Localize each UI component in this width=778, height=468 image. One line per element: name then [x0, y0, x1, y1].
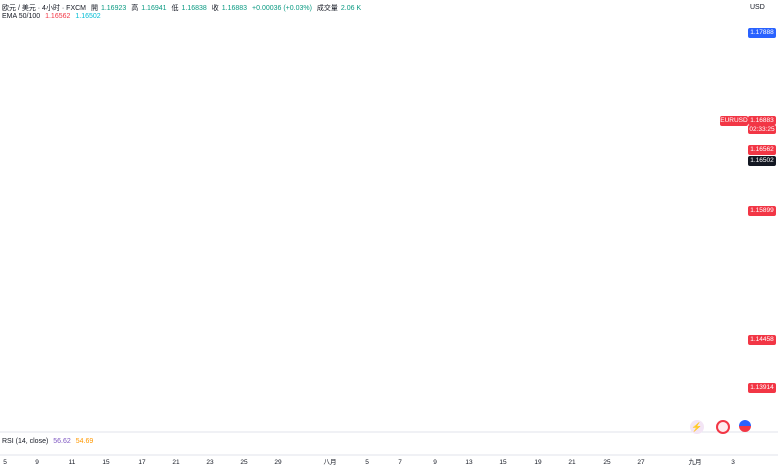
alert-circle-icon[interactable]	[716, 420, 730, 434]
rsi-value-1: 56.62	[53, 438, 71, 445]
x-tick-label: 19	[534, 459, 542, 466]
symbol-title[interactable]: 欧元 / 美元 · 4小时 · FXCM	[2, 5, 86, 12]
ema50-value: 1.16562	[45, 13, 71, 20]
x-tick-label: 21	[568, 459, 576, 466]
x-tick-label: 17	[138, 459, 146, 466]
rsi-label: RSI (14, close)	[2, 438, 49, 445]
ema100-tag: 1.16502	[748, 156, 776, 166]
ema100-value: 1.16502	[75, 13, 101, 20]
x-tick-label: 7	[398, 459, 402, 466]
level-tag-1: 1.15899	[748, 206, 776, 216]
flag-icon[interactable]	[739, 420, 751, 432]
x-tick-label: 5	[365, 459, 369, 466]
x-tick-label: 15	[499, 459, 507, 466]
lightning-icon[interactable]: ⚡	[690, 420, 704, 434]
x-tick-label: 15	[102, 459, 110, 466]
x-tick-label: 13	[465, 459, 473, 466]
ema50-tag: 1.16562	[748, 145, 776, 155]
currency-label: USD	[750, 4, 765, 11]
chart-header: 欧元 / 美元 · 4小时 · FXCM 開 1.16923 高 1.16941 低…	[2, 3, 364, 13]
open-label: 開	[90, 5, 98, 12]
rsi-value-2: 54.69	[75, 438, 94, 445]
low-value: 1.16838	[181, 5, 207, 12]
high-label: 高	[131, 5, 139, 12]
x-tick-label: 11	[69, 459, 76, 466]
x-tick-label: 9	[433, 459, 437, 466]
x-tick-label: 九月	[689, 457, 702, 466]
x-tick-label: 27	[637, 459, 645, 466]
symbol-name-tag: EURUSD	[720, 116, 748, 126]
rsi-legend[interactable]: RSI (14, close) 56.62 54.69	[2, 438, 96, 445]
x-tick-label: 3	[731, 459, 735, 466]
open-value: 1.16923	[100, 5, 127, 12]
x-tick-label: 29	[274, 459, 282, 466]
x-tick-label: 八月	[324, 458, 337, 466]
level-tag-3: 1.13914	[748, 383, 776, 393]
volume-value: 2.06 K	[340, 5, 362, 12]
x-tick-label: 5	[3, 459, 7, 466]
volume-label: 成交量	[316, 5, 338, 12]
x-tick-label: 25	[240, 459, 248, 466]
x-tick-label: 25	[603, 459, 611, 466]
close-label: 收	[211, 5, 219, 12]
x-tick-label: 9	[35, 459, 39, 466]
x-tick-label: 23	[206, 459, 214, 466]
ema-label: EMA 50/100	[2, 13, 41, 20]
price-axis	[745, 0, 778, 468]
countdown-tag: 02:33:25	[748, 125, 776, 134]
high-value: 1.16941	[141, 5, 167, 12]
change-value: +0.00036 (+0.03%)	[252, 5, 312, 12]
ema-legend[interactable]: EMA 50/100 1.16562 1.16502	[2, 13, 104, 20]
price-tag-top: 1.17888	[748, 28, 776, 38]
low-label: 低	[171, 5, 179, 12]
close-value: 1.16883	[221, 5, 248, 12]
x-tick-label: 21	[172, 459, 180, 466]
level-tag-2: 1.14458	[748, 335, 776, 345]
current-price-tag: 1.16883	[748, 116, 776, 125]
